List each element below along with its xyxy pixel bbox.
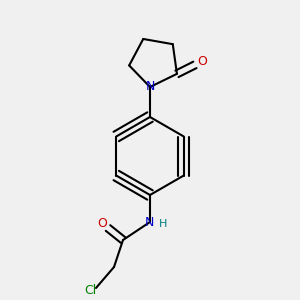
Text: N: N	[145, 80, 155, 94]
Text: O: O	[197, 56, 207, 68]
Text: O: O	[97, 217, 107, 230]
Text: Cl: Cl	[84, 284, 96, 298]
Text: H: H	[158, 219, 167, 230]
Text: N: N	[145, 215, 154, 229]
